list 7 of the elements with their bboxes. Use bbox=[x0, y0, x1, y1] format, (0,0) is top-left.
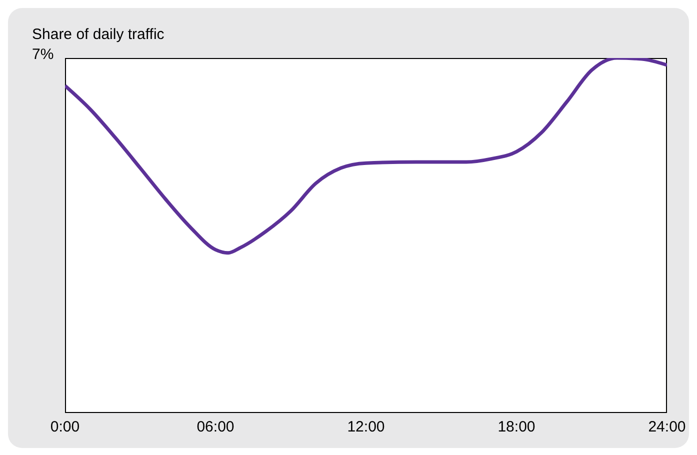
x-tick-label: 18:00 bbox=[498, 418, 536, 436]
text: 7% bbox=[32, 46, 54, 63]
x-tick-label: 24:00 bbox=[648, 418, 686, 436]
y-axis-title: Share of daily traffic bbox=[32, 26, 164, 43]
x-tick-label: 12:00 bbox=[347, 418, 385, 436]
x-tick-label: 06:00 bbox=[196, 418, 234, 436]
x-tick-label: 0:00 bbox=[50, 418, 80, 436]
